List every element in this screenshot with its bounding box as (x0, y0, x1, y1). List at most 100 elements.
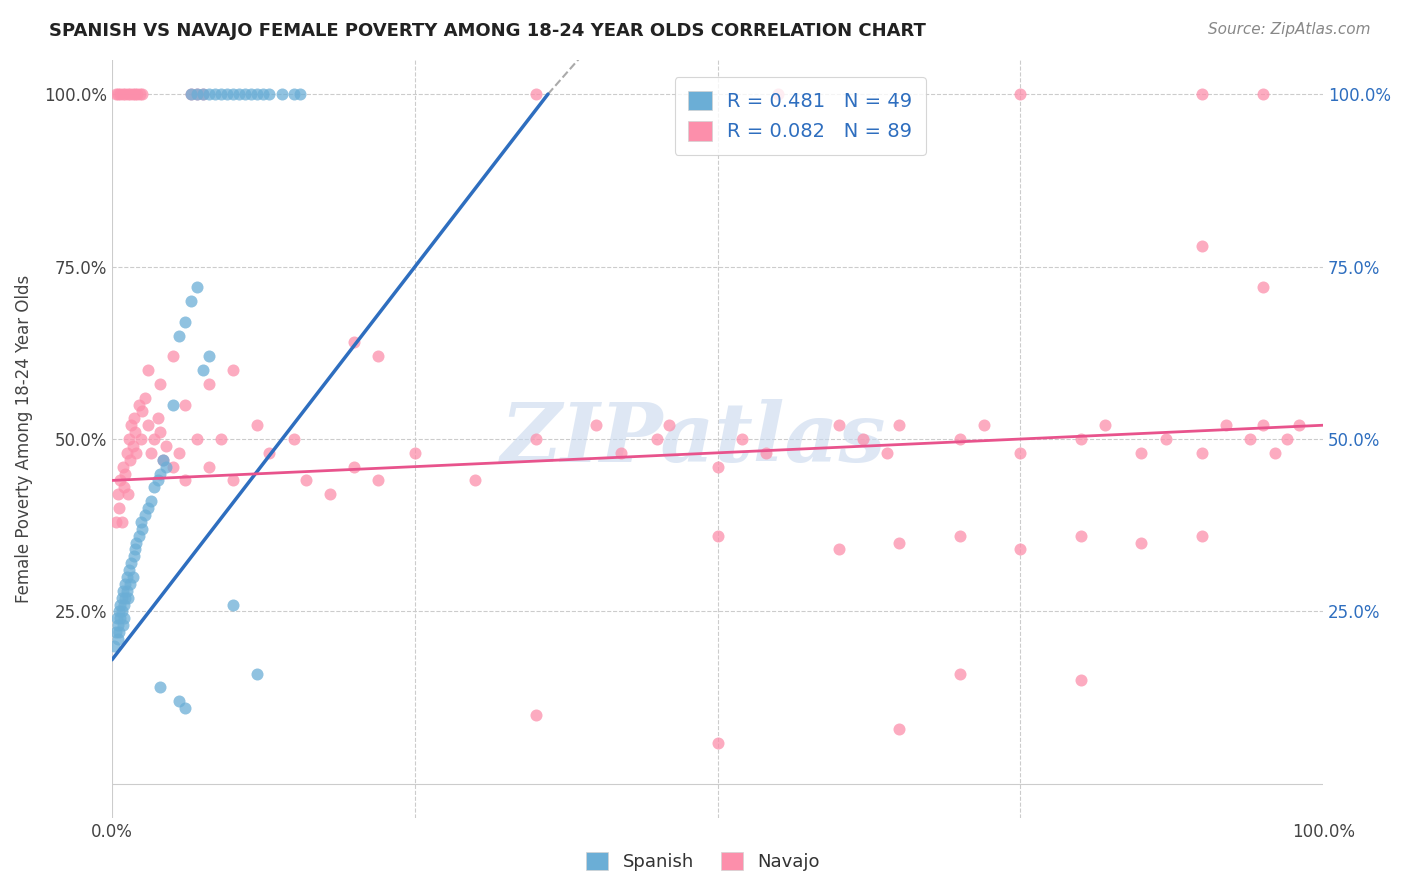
Point (1191, 239, 1213, 253)
Point (117, 591, 139, 605)
Point (1070, 432, 1092, 446)
Point (524, 432, 547, 446)
Point (1010, 542, 1032, 557)
Point (1239, 432, 1261, 446)
Point (139, 494, 162, 508)
Point (122, 411, 145, 425)
Point (191, 87, 214, 101)
Point (114, 467, 136, 481)
Point (755, 446, 778, 460)
Point (198, 349, 221, 363)
Point (136, 418, 159, 433)
Point (283, 87, 305, 101)
Point (112, 611, 135, 625)
Point (1154, 432, 1177, 446)
Point (367, 349, 389, 363)
Point (117, 487, 139, 501)
Point (146, 411, 169, 425)
Point (949, 528, 972, 542)
Point (149, 425, 172, 439)
Point (115, 570, 138, 584)
Point (149, 467, 172, 481)
Point (128, 398, 150, 412)
Point (173, 701, 195, 715)
Point (1094, 418, 1116, 433)
Point (108, 605, 131, 619)
Point (1010, 87, 1032, 101)
Point (104, 625, 127, 640)
Point (1191, 446, 1213, 460)
Point (259, 87, 281, 101)
Point (120, 418, 142, 433)
Point (198, 376, 221, 391)
Point (173, 315, 195, 329)
Point (294, 474, 316, 488)
Point (107, 487, 129, 501)
Point (129, 515, 152, 529)
Point (889, 722, 911, 736)
Point (129, 432, 152, 446)
Point (1191, 528, 1213, 542)
Point (246, 418, 269, 433)
Point (104, 515, 127, 529)
Point (112, 598, 135, 612)
Point (585, 418, 607, 433)
Text: SPANISH VS NAVAJO FEMALE POVERTY AMONG 18-24 YEAR OLDS CORRELATION CHART: SPANISH VS NAVAJO FEMALE POVERTY AMONG 1… (49, 22, 927, 40)
Legend: Spanish, Navajo: Spanish, Navajo (579, 845, 827, 879)
Point (125, 535, 148, 549)
Point (889, 535, 911, 549)
Point (128, 87, 150, 101)
Point (107, 87, 129, 101)
Point (136, 363, 159, 377)
Point (367, 474, 389, 488)
Point (288, 87, 311, 101)
Point (1251, 87, 1274, 101)
Point (240, 87, 263, 101)
Point (111, 515, 134, 529)
Point (152, 452, 174, 467)
Point (319, 487, 342, 501)
Point (186, 280, 208, 294)
Point (706, 459, 728, 474)
Point (1130, 535, 1153, 549)
Point (270, 87, 292, 101)
Point (191, 87, 214, 101)
Point (127, 87, 149, 101)
Point (524, 87, 547, 101)
Point (111, 591, 134, 605)
Point (233, 87, 256, 101)
Point (949, 666, 972, 681)
Point (827, 418, 849, 433)
Point (121, 87, 143, 101)
Point (827, 542, 849, 557)
Point (143, 480, 166, 494)
Point (1264, 446, 1286, 460)
Point (706, 735, 728, 749)
Point (1070, 673, 1092, 688)
Point (120, 556, 142, 570)
Point (118, 563, 141, 577)
Point (111, 583, 134, 598)
Point (131, 87, 153, 101)
Point (136, 501, 159, 516)
Point (108, 625, 131, 640)
Point (852, 432, 875, 446)
Point (204, 87, 226, 101)
Point (162, 459, 184, 474)
Point (111, 605, 134, 619)
Point (120, 452, 142, 467)
Point (110, 611, 132, 625)
Point (343, 335, 366, 350)
Point (876, 446, 898, 460)
Point (766, 87, 789, 101)
Point (155, 439, 177, 453)
Point (173, 474, 195, 488)
Point (209, 432, 232, 446)
Point (1251, 280, 1274, 294)
Point (107, 618, 129, 632)
Point (949, 432, 972, 446)
Point (110, 474, 132, 488)
Point (120, 577, 142, 591)
Point (124, 87, 146, 101)
Point (222, 87, 245, 101)
